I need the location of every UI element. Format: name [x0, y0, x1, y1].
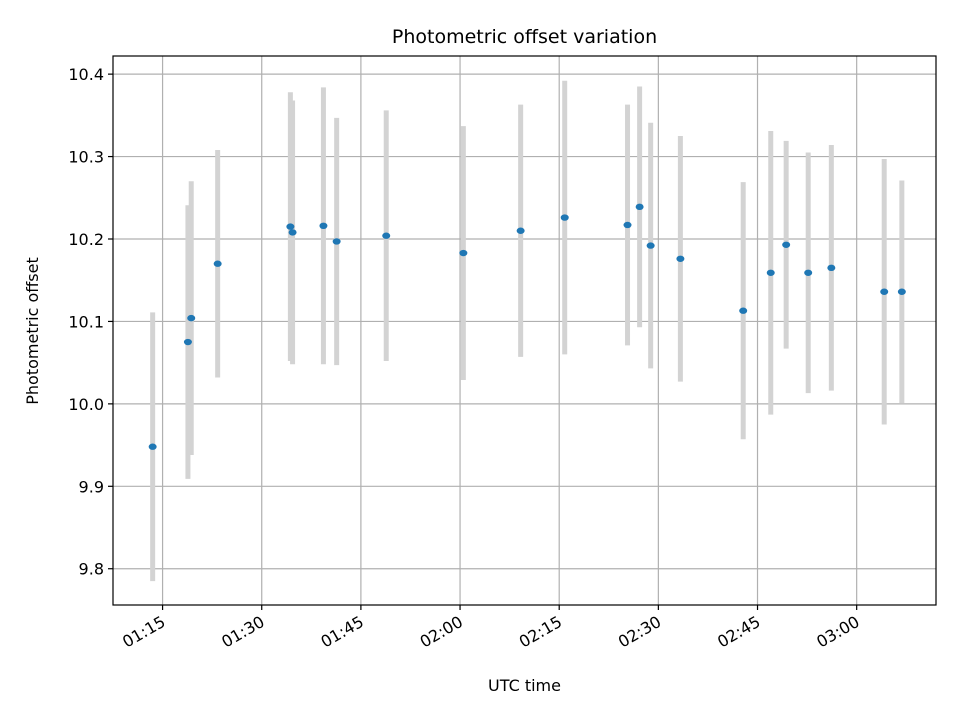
data-point [516, 227, 525, 234]
data-point [739, 307, 748, 314]
grid [113, 56, 936, 605]
y-tick-label: 10.3 [68, 148, 104, 167]
x-tick-label: 03:00 [813, 612, 862, 652]
x-tick-label: 02:15 [516, 612, 565, 652]
data-point [676, 255, 685, 262]
data-point [332, 238, 341, 245]
data-point [782, 241, 791, 248]
y-tick-label: 9.8 [79, 560, 104, 579]
data-point [623, 221, 632, 229]
data-point [635, 203, 644, 211]
data-point [187, 314, 196, 322]
y-axis-ticks: 9.8 9.9 10.0 10.1 10.2 10.3 10.4 [68, 65, 113, 579]
data-point [288, 229, 297, 236]
y-tick-label: 9.9 [79, 477, 104, 496]
data-point [148, 443, 157, 450]
data-point [286, 223, 295, 230]
x-axis-ticks: 01:15 01:30 01:45 02:00 02:15 02:30 02:45 03:00 [119, 605, 863, 652]
plot-area-frame [112, 55, 937, 606]
y-tick-label: 10.2 [68, 230, 104, 249]
data-point [382, 232, 391, 239]
x-tick-label: 02:00 [417, 612, 466, 652]
data-point [766, 269, 775, 276]
data-point [560, 214, 569, 221]
data-point [213, 260, 222, 267]
y-axis-label: Photometric offset [23, 257, 42, 405]
data-point [459, 249, 468, 257]
x-tick-label: 01:30 [218, 612, 267, 652]
x-tick-label: 01:45 [317, 612, 366, 652]
y-tick-label: 10.4 [68, 65, 104, 84]
error-bars [150, 80, 905, 582]
data-point [804, 269, 813, 276]
x-tick-label: 02:45 [714, 612, 763, 652]
data-point [646, 242, 655, 249]
y-tick-label: 10.1 [68, 312, 104, 331]
data-point [319, 222, 328, 230]
y-tick-label: 10.0 [68, 395, 104, 414]
data-point [183, 338, 192, 346]
data-points [148, 203, 906, 450]
data-point [827, 264, 836, 272]
x-tick-label: 02:30 [615, 612, 664, 652]
chart-title: Photometric offset variation [392, 26, 657, 48]
x-axis-label: UTC time [488, 676, 561, 695]
data-point [897, 288, 906, 295]
x-tick-label: 01:15 [119, 612, 168, 652]
data-point [880, 288, 889, 295]
